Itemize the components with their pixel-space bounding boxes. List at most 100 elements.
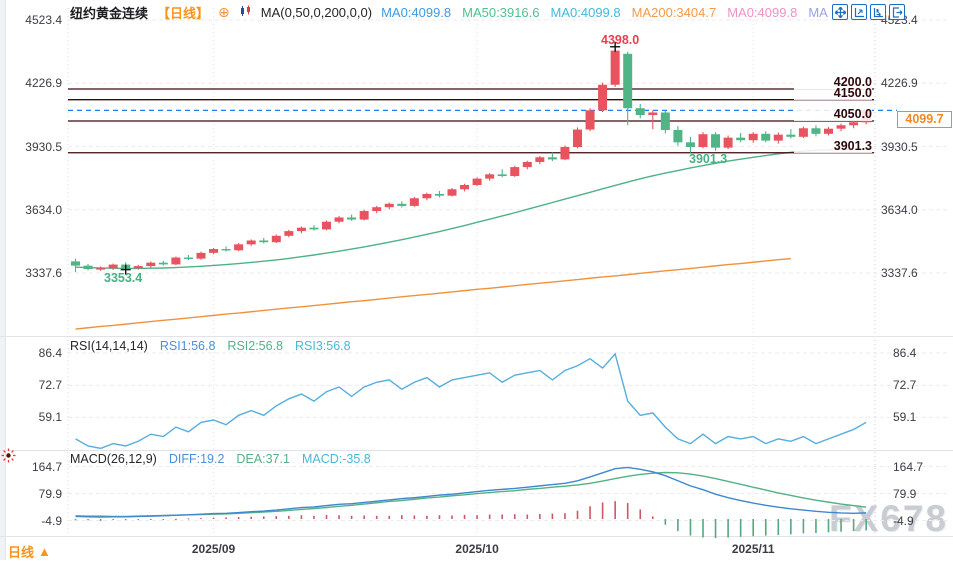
macd-hist-bar [187,518,190,520]
macd-axis-label-right: 79.9 [893,486,917,501]
candle-body [711,134,721,148]
price-axis-label-left: 4226.9 [25,76,62,91]
macd-hist-bar [175,519,177,520]
macd-hist-bar [664,519,667,525]
macd-hist-bar [225,517,227,519]
candle-body [434,193,444,196]
candle-body [573,129,582,148]
alert-sun-icon[interactable] [1,448,16,468]
candle-body [209,249,219,253]
macd-hist-bar [250,516,252,519]
ma-legend-item: MA200:3404.7 [631,5,717,20]
period-selector-label: 日线 [8,545,35,560]
swing-low-annotation: 3901.3 [689,152,728,166]
macd-hist-bar [790,519,792,535]
macd-hist-bar [426,515,428,519]
candle-body [133,266,143,269]
period-selector-arrow: ▲ [38,544,51,559]
date-axis-label: 2025/09 [191,542,236,556]
macd-hist-bar [388,515,391,519]
candle-body [372,207,382,212]
candle-body [234,244,244,251]
candle-body [786,134,796,137]
macd-hist-bar [212,517,215,519]
exit-chart-tool-icon[interactable] [889,4,905,20]
macd-hist-bar [752,519,754,537]
macd-hist-bar [513,514,516,519]
candle-body [648,112,658,116]
candle-body [447,189,457,196]
macd-value-label: MACD:-35.8 [301,452,371,466]
fit-horizontal-tool-icon[interactable] [870,4,886,20]
candle-body [196,252,206,259]
fit-vertical-tool-icon[interactable] [851,4,867,20]
candle-body [798,128,808,137]
ma-formula: MA(0,50,0,200,0,0) [260,5,373,20]
rsi-value-label: RSI1:56.8 [159,339,216,353]
macd-hist-bar [200,518,202,520]
candle-body [322,221,331,230]
candle-body [522,161,532,168]
macd-hist-bar [375,515,378,519]
macd-hist-bar [112,519,114,520]
indicator-icon[interactable] [239,5,252,21]
candle-body [460,185,470,190]
macd-hist-bar [476,515,478,519]
candle-body [723,137,733,148]
period-tag[interactable]: 【日线】 [157,6,210,21]
price-axis-label-left: 3337.6 [25,266,62,280]
macd-hist-bar [438,515,441,519]
instrument-title: 纽约黄金连续 [70,6,149,21]
macd-hist-bar [463,514,466,519]
macd-hist-bar [601,502,604,519]
macd-hist-bar [338,515,340,519]
macd-hist-bar [739,519,742,537]
candle-body [71,261,80,266]
chart-header: 纽约黄金连续 【日线】 ⊕ MA(0,50,0,200,0,0) MA0:409… [70,3,828,22]
rsi-axis-label-right: 86.4 [893,346,917,360]
macd-hist-bar [99,519,102,521]
candle-body [158,262,168,265]
link-icon[interactable]: ⊕ [218,4,230,20]
macd-axis-label-right: -4.9 [893,513,914,528]
macd-hist-bar [137,519,140,520]
candle-body [748,133,758,141]
macd-hist-bar [74,519,77,521]
candle-body [422,193,432,199]
macd-hist-bar [451,515,453,519]
macd-axis-label-left: 79.9 [38,486,62,501]
macd-header: MACD(26,12,9) DIFF:19.2 DEA:37.1 MACD:-35.… [70,452,371,466]
move-tool-icon[interactable] [832,4,848,20]
candle-body [547,157,557,160]
macd-hist-bar [564,513,566,519]
macd-hist-bar [526,514,529,519]
macd-dea-line [75,471,867,518]
macd-hist-bar [150,519,152,520]
macd-hist-bar [325,514,328,519]
period-selector[interactable]: 日线 ▲ [8,542,51,561]
macd-value-label: DEA:37.1 [236,452,290,466]
macd-axis-label-left: -4.9 [41,513,62,528]
macd-title: MACD(26,12,9) [70,452,157,466]
rsi-line [75,352,867,450]
candle-body [635,108,645,116]
price-axis-label-right: 3634.0 [881,202,918,217]
macd-hist-bar [714,519,717,539]
macd-axis-label-left: 164.7 [31,459,62,474]
ma-legend-item: MA [808,5,828,20]
macd-hist-bar [689,519,692,536]
left-gutter [0,0,6,560]
date-axis-label: 2025/11 [731,542,775,556]
macd-hist-bar [702,519,704,538]
rsi-axis-label-left: 72.7 [38,378,62,393]
ma-legend-item: MA0:4099.8 [727,5,798,20]
candle-body [736,137,746,141]
candle-body [497,174,507,177]
price-axis-label-left: 4523.4 [25,13,62,27]
macd-hist-bar [237,517,240,519]
ma-legend-item: MA50:3916.6 [462,5,540,20]
rsi-value-label: RSI2:56.8 [227,339,284,353]
macd-hist-bar [764,519,767,536]
candle-body [246,240,256,245]
